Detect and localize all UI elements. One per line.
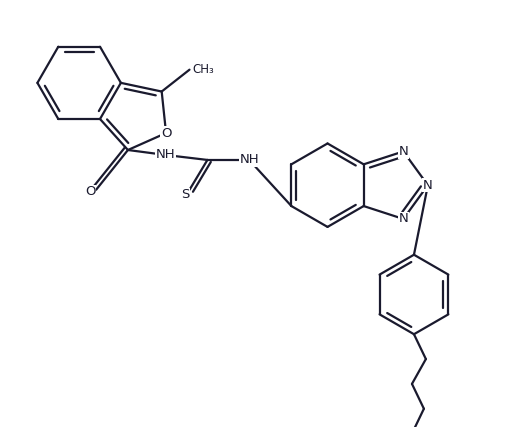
Text: CH₃: CH₃ bbox=[192, 63, 214, 76]
Text: N: N bbox=[422, 178, 432, 192]
Text: S: S bbox=[181, 188, 189, 201]
Text: N: N bbox=[398, 212, 407, 226]
Text: O: O bbox=[160, 127, 171, 140]
Text: N: N bbox=[398, 145, 407, 158]
Text: O: O bbox=[85, 185, 95, 198]
Text: NH: NH bbox=[239, 154, 259, 166]
Text: NH: NH bbox=[156, 149, 175, 161]
